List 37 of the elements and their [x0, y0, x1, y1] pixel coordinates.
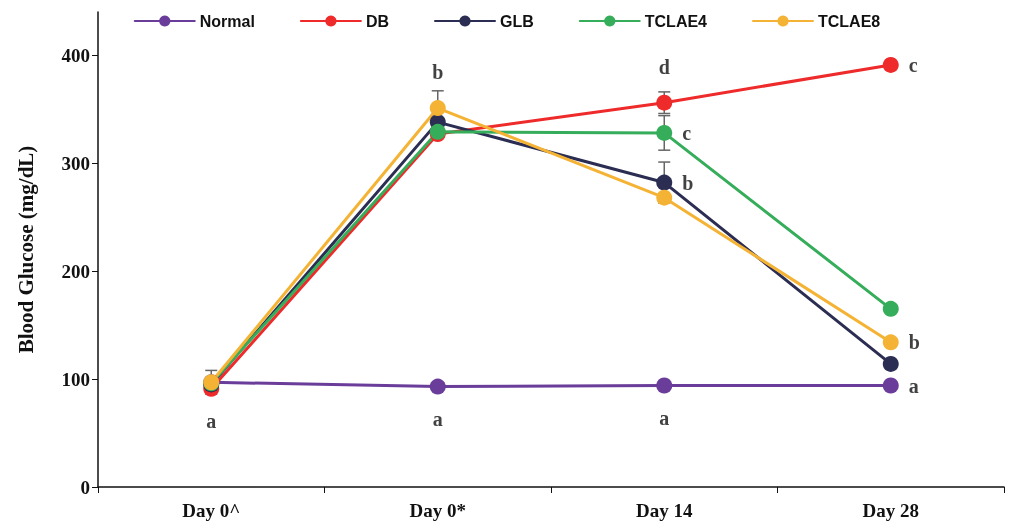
point [429, 100, 446, 117]
x-tick-label: Day 0^ [182, 500, 241, 521]
x-tick-label: Day 14 [636, 500, 693, 521]
annotation: b [908, 331, 920, 354]
x-tick-label: Day 0* [409, 500, 466, 521]
point [882, 377, 899, 394]
annotation: c [908, 53, 918, 76]
point [656, 189, 673, 206]
annotation: d [658, 55, 670, 78]
point [656, 377, 673, 394]
point [882, 300, 899, 317]
point [656, 174, 673, 191]
legend-label: Normal [199, 12, 255, 30]
point [882, 56, 899, 73]
y-tick-label: 0 [80, 476, 90, 498]
annotation: c [682, 121, 692, 144]
point [656, 124, 673, 141]
annotation: b [682, 171, 694, 194]
annotation: a [659, 406, 670, 429]
annotation: b [432, 61, 444, 84]
x-tick-label: Day 28 [862, 500, 919, 521]
annotation: a [908, 374, 919, 397]
y-tick-label: 400 [61, 44, 90, 66]
annotation: a [206, 409, 217, 432]
point [882, 334, 899, 351]
annotation: a [432, 407, 443, 430]
legend-label: DB [365, 12, 389, 30]
y-tick-label: 200 [61, 260, 90, 282]
point [882, 355, 899, 372]
point [429, 378, 446, 395]
y-axis-title: Blood Glucose (mg/dL) [13, 145, 38, 354]
legend-label: TCLAE4 [644, 12, 708, 30]
y-tick-label: 300 [61, 152, 90, 174]
legend-label: GLB [500, 12, 534, 30]
legend-label: TCLAE8 [818, 12, 881, 30]
point [656, 94, 673, 111]
y-tick-label: 100 [61, 368, 90, 390]
